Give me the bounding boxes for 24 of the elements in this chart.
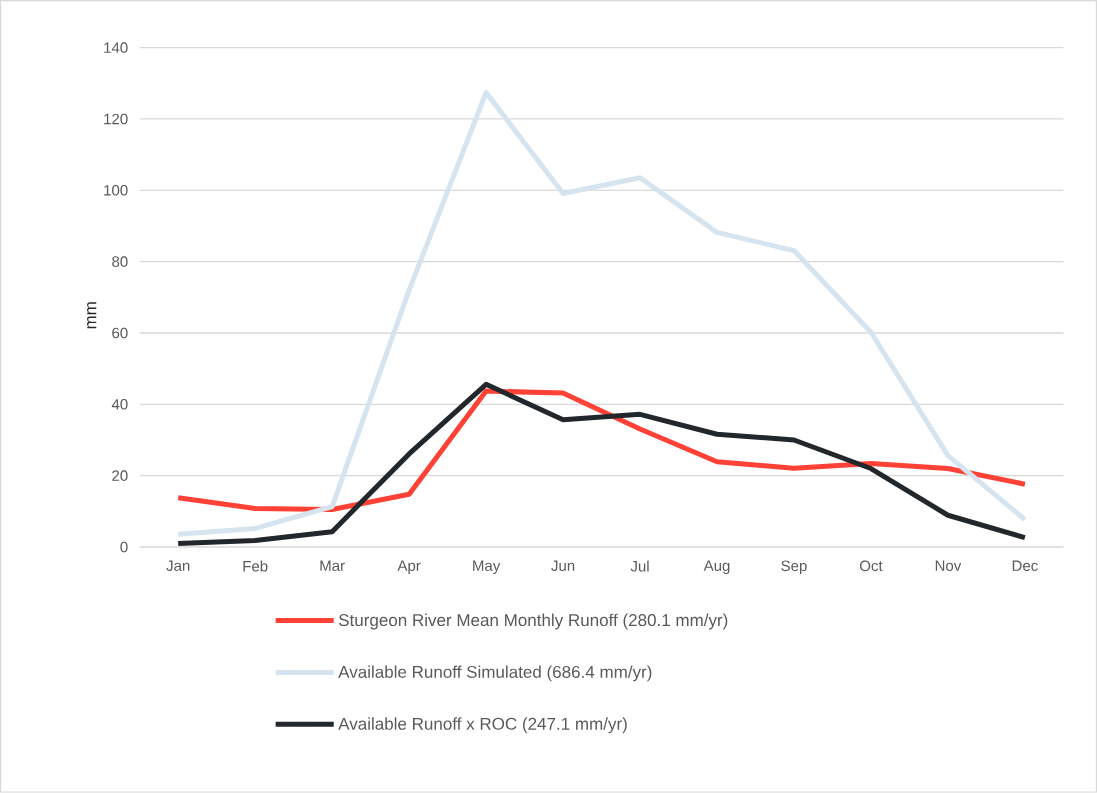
x-tick-label: Dec [1012, 560, 1038, 572]
x-tick-label: Apr [397, 560, 421, 575]
y-tick-label: 60 [112, 327, 128, 339]
y-tick-label: 0 [120, 541, 128, 553]
y-axis-title: mm [87, 302, 97, 329]
x-tick-label: Sep [781, 560, 807, 575]
y-tick-label: 40 [111, 399, 128, 410]
legend-label: Sturgeon River Mean Monthly Runoff (280.1 mm/yr) [338, 613, 728, 630]
y-tick-label: 120 [104, 113, 128, 125]
x-tick-label: Aug [703, 560, 730, 575]
x-tick-label: Nov [935, 560, 962, 572]
x-tick-label: Jun [551, 560, 575, 572]
legend-label: Available Runoff x ROC (247.1 mm/yr) [338, 717, 627, 734]
y-tick-label: 80 [112, 256, 128, 268]
legend-label: Available Runoff Simulated (686.4 mm/yr) [338, 665, 652, 682]
y-tick-label: 100 [104, 185, 128, 196]
x-tick-label: Jul [630, 560, 649, 572]
x-tick-label: Feb [243, 560, 268, 572]
y-tick-label: 20 [112, 470, 128, 482]
x-tick-label: Jan [166, 560, 190, 572]
x-tick-label: Mar [320, 560, 345, 572]
x-tick-label: May [473, 560, 501, 575]
x-tick-label: Oct [859, 560, 883, 572]
y-tick-label: 140 [104, 42, 128, 54]
